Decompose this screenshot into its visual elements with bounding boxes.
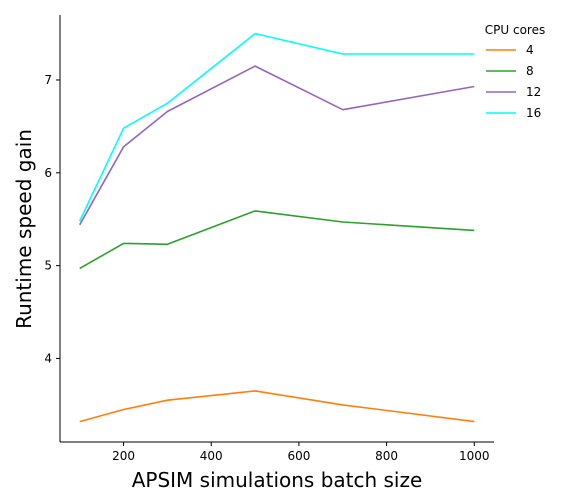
legend-label-16: 16 [526,106,541,120]
series-lines [78,32,475,423]
y-tick-label: 4 [44,351,52,365]
legend-title: CPU cores [485,23,545,37]
x-tick-label: 400 [200,449,223,463]
legend-label-4: 4 [526,43,534,57]
legend-label-8: 8 [526,64,534,78]
series-line-8 [79,210,475,270]
series-line-16 [78,32,475,222]
legend: CPU cores 4 8 12 16 [485,23,545,120]
series-line-4 [79,390,475,423]
x-axis-label: APSIM simulations batch size [132,468,423,492]
y-tick-label: 6 [44,166,52,180]
y-axis-label: Runtime speed gain [12,129,36,329]
legend-label-12: 12 [526,85,541,99]
x-tick-label: 1000 [459,449,490,463]
axes: 200 400 600 800 1000 4 5 6 7 [44,15,494,463]
x-tick-label: 200 [112,449,135,463]
x-tick-label: 800 [375,449,398,463]
x-tick-label: 600 [287,449,310,463]
y-tick-label: 7 [44,73,52,87]
series-line-12 [79,65,475,226]
y-tick-label: 5 [44,259,52,273]
